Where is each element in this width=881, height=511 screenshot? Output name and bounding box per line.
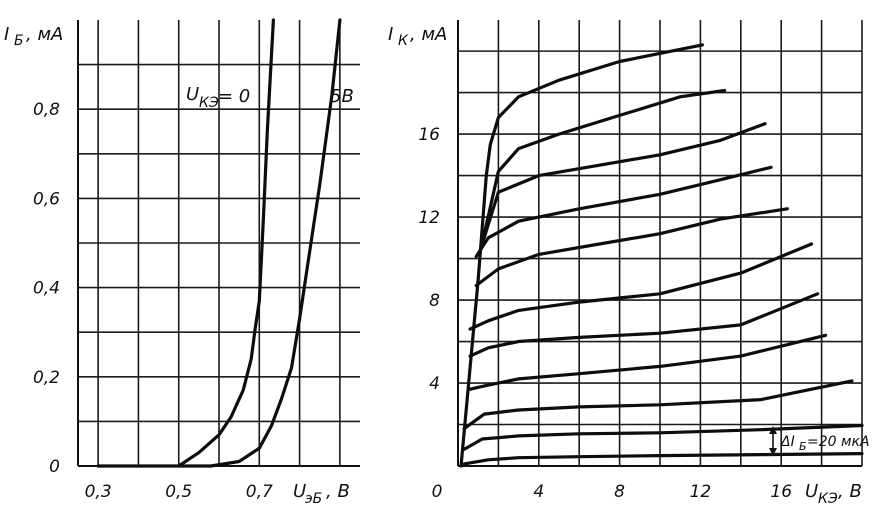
left-xlabel-U: U xyxy=(293,481,306,502)
right-xtick: 0 xyxy=(432,482,443,502)
left-ytick: 0,8 xyxy=(33,100,60,120)
right-xlabel-unit: , В xyxy=(838,481,862,502)
left-ylabel-I: I xyxy=(4,24,9,45)
left-xlabel-sub: эБ xyxy=(305,491,322,507)
left-ytick: 0,2 xyxy=(33,368,60,388)
left-xtick: 0,7 xyxy=(246,482,273,502)
right-ylabel-sub: К xyxy=(398,33,409,49)
right-curve-0 xyxy=(462,452,864,466)
delta-ib-annotation: ΔI Б =20 мкА xyxy=(769,426,870,456)
delta-arrow-up xyxy=(769,426,777,434)
right-curve-7 xyxy=(474,165,773,259)
right-curve-3 xyxy=(468,333,828,391)
curve-label-uke: U xyxy=(186,84,199,105)
delta-ib-label: ΔI xyxy=(780,434,795,450)
right-ylabel-I: I xyxy=(388,24,393,45)
curve-label-uke-sub: КЭ xyxy=(199,95,219,111)
left-xtick: 0,3 xyxy=(85,482,112,502)
left-ytick: 0 xyxy=(49,457,60,477)
left-xtick: 0,5 xyxy=(165,482,192,502)
delta-arrow-down xyxy=(769,448,777,456)
right-curve-9 xyxy=(482,88,727,236)
right-xtick: 12 xyxy=(690,482,712,502)
right-xlabel-sub: КЭ xyxy=(818,491,838,507)
right-xtick: 16 xyxy=(770,482,792,502)
right-curve-4 xyxy=(468,292,820,358)
left-ytick: 0,4 xyxy=(33,279,60,299)
right-xtick: 8 xyxy=(614,482,625,502)
right-envelope xyxy=(459,173,488,468)
base-current-chart: 0,3 0,5 0,7 0 0,2 0,4 0,6 0,8 I Б , мА U эБ , В… xyxy=(4,18,360,507)
right-xtick: 4 xyxy=(533,482,544,502)
right-ytick: 8 xyxy=(429,291,440,311)
right-ylabel-unit: , мА xyxy=(410,24,447,45)
curve-label-5v: 5В xyxy=(330,86,354,107)
left-ylabel-sub: Б xyxy=(14,33,24,49)
right-curve-1 xyxy=(462,423,864,451)
right-xlabel-U: U xyxy=(805,481,818,502)
left-ytick: 0,6 xyxy=(33,189,60,209)
right-ytick: 16 xyxy=(418,125,440,145)
left-ylabel-unit: , мА xyxy=(26,24,63,45)
right-curve-2 xyxy=(462,379,854,431)
left-curve-0 xyxy=(96,18,275,468)
right-ytick: 4 xyxy=(429,374,440,394)
right-curve-8 xyxy=(480,122,767,246)
left-curve-1 xyxy=(177,18,342,468)
right-curve-5 xyxy=(468,242,814,331)
delta-ib-sub: Б xyxy=(799,440,807,453)
right-curve-10 xyxy=(484,43,704,178)
right-curve-6 xyxy=(474,207,789,288)
collector-current-chart: 0 4 8 12 16 4 8 12 16 I К , мА U КЭ , В ΔI Б =20… xyxy=(388,20,870,507)
delta-ib-value: =20 мкА xyxy=(807,434,870,450)
right-ytick: 12 xyxy=(418,208,440,228)
left-xlabel-unit: , В xyxy=(326,481,350,502)
curve-label-uke-val: = 0 xyxy=(218,86,250,107)
